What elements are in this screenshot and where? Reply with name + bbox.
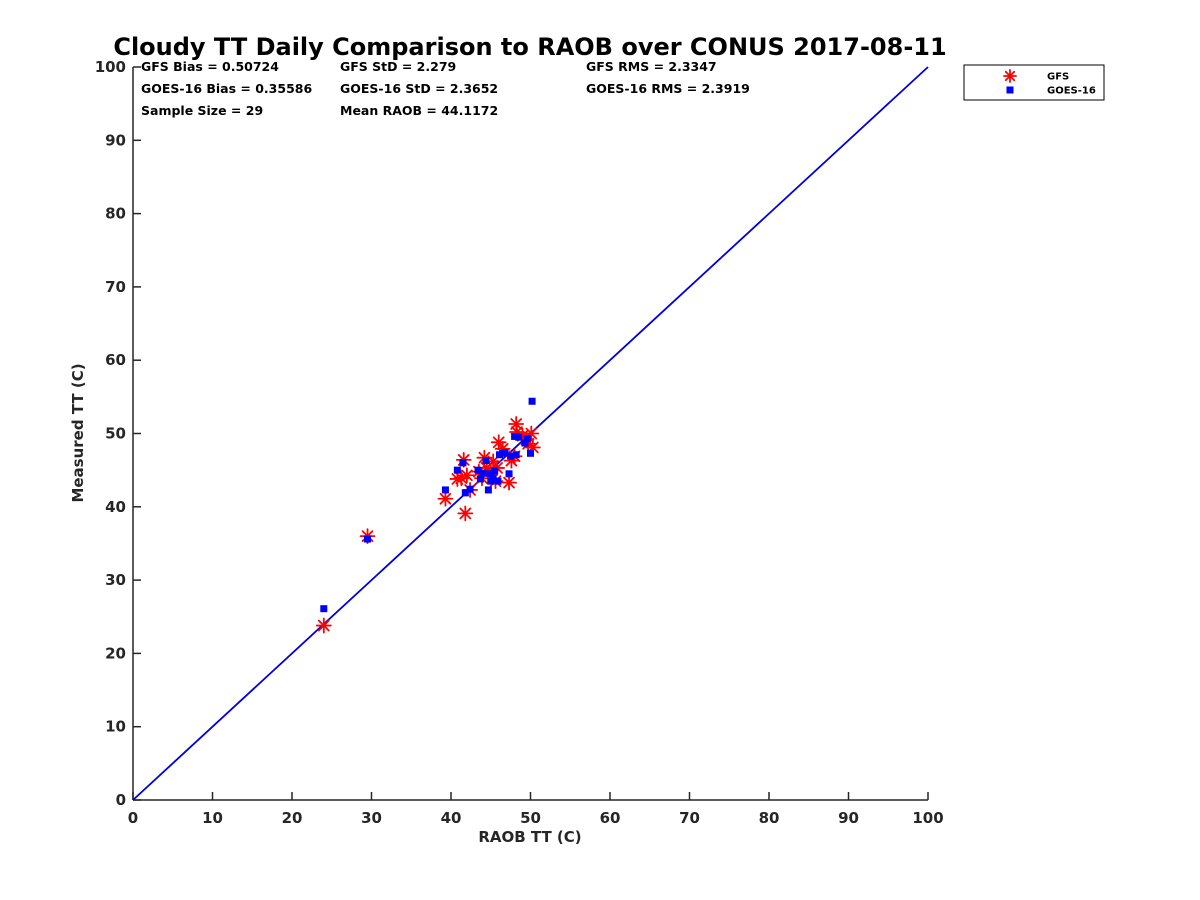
y-tick-label: 30 — [105, 571, 126, 589]
data-point — [482, 457, 490, 465]
stat-text: Mean RAOB = 44.1172 — [340, 103, 498, 118]
axes: 0 10 20 30 40 50 60 70 80 90 100 0 10 20 30 40 50 60 70 80 9… — [95, 58, 944, 827]
data-point — [484, 486, 492, 494]
x-tick-label: 50 — [520, 809, 541, 827]
x-tick-label: 10 — [202, 809, 223, 827]
data-point — [501, 474, 517, 491]
data-point — [457, 505, 474, 522]
data-point — [476, 475, 484, 483]
data-point — [523, 435, 531, 443]
x-tick-label: 0 — [128, 809, 138, 827]
stat-text: GFS StD = 2.279 — [340, 59, 456, 74]
data-point — [320, 605, 328, 613]
data-point — [453, 466, 461, 474]
legend-marker-gfs — [1003, 69, 1017, 83]
x-tick-label: 70 — [679, 809, 700, 827]
legend: GFS GOES-16 — [963, 64, 1105, 101]
y-tick-label: 20 — [105, 644, 126, 662]
y-tick-label: 90 — [105, 131, 126, 149]
y-tick-label: 60 — [105, 351, 126, 369]
data-point — [364, 535, 372, 543]
x-tick-label: 40 — [441, 809, 462, 827]
series-goes-16 — [320, 397, 536, 613]
legend-label: GOES-16 — [1047, 86, 1096, 97]
stat-text: GFS Bias = 0.50724 — [141, 59, 279, 74]
y-axis-label: Measured TT (C) — [69, 363, 87, 502]
y-tick-label: 10 — [105, 718, 126, 736]
data-point — [458, 467, 475, 484]
y-tick-label: 80 — [105, 205, 126, 223]
x-tick-label: 90 — [838, 809, 859, 827]
x-tick-label: 20 — [282, 809, 303, 827]
data-point — [491, 467, 499, 475]
stat-text: GOES-16 StD = 2.3652 — [340, 81, 498, 96]
data-point — [494, 477, 502, 485]
data-point — [527, 449, 534, 457]
legend-box — [963, 64, 1105, 101]
data-point — [515, 433, 523, 441]
data-point — [437, 490, 454, 507]
data-point — [511, 432, 519, 440]
y-tick-label: 50 — [105, 425, 126, 443]
stat-text: GOES-16 Bias = 0.35586 — [141, 81, 312, 96]
legend-marker-goes16 — [1006, 86, 1014, 94]
data-point — [487, 477, 495, 485]
stats-panel: GFS Bias = 0.50724 GFS StD = 2.279 GFS RMS… — [141, 59, 750, 118]
stat-text: GOES-16 RMS = 2.3919 — [586, 81, 750, 96]
y-tick-label: 0 — [116, 791, 126, 809]
x-axis-label: RAOB TT (C) — [478, 828, 581, 846]
data-point — [507, 452, 515, 460]
data-point — [441, 486, 449, 494]
x-tick-label: 60 — [600, 809, 621, 827]
data-point — [486, 470, 494, 478]
chart-title: Cloudy TT Daily Comparison to RAOB over … — [113, 33, 946, 61]
stat-text: GFS RMS = 2.3347 — [586, 59, 717, 74]
data-point — [505, 470, 513, 478]
data-point — [528, 397, 536, 405]
data-point — [512, 451, 520, 459]
legend-label: GFS — [1047, 72, 1069, 83]
data-point — [521, 439, 529, 447]
data-point — [474, 466, 482, 474]
y-tick-label: 40 — [105, 498, 126, 516]
data-point — [315, 617, 332, 634]
y-tick-label: 70 — [105, 278, 126, 296]
data-point — [459, 459, 467, 467]
data-point — [461, 489, 469, 497]
y-tick-label: 100 — [95, 58, 126, 76]
data-point — [479, 469, 487, 477]
x-tick-label: 80 — [759, 809, 780, 827]
data-points — [315, 397, 541, 634]
x-tick-label: 30 — [361, 809, 382, 827]
x-tick-label: 100 — [912, 809, 943, 827]
data-point — [499, 449, 507, 457]
data-point — [466, 485, 474, 493]
stat-text: Sample Size = 29 — [141, 103, 263, 118]
